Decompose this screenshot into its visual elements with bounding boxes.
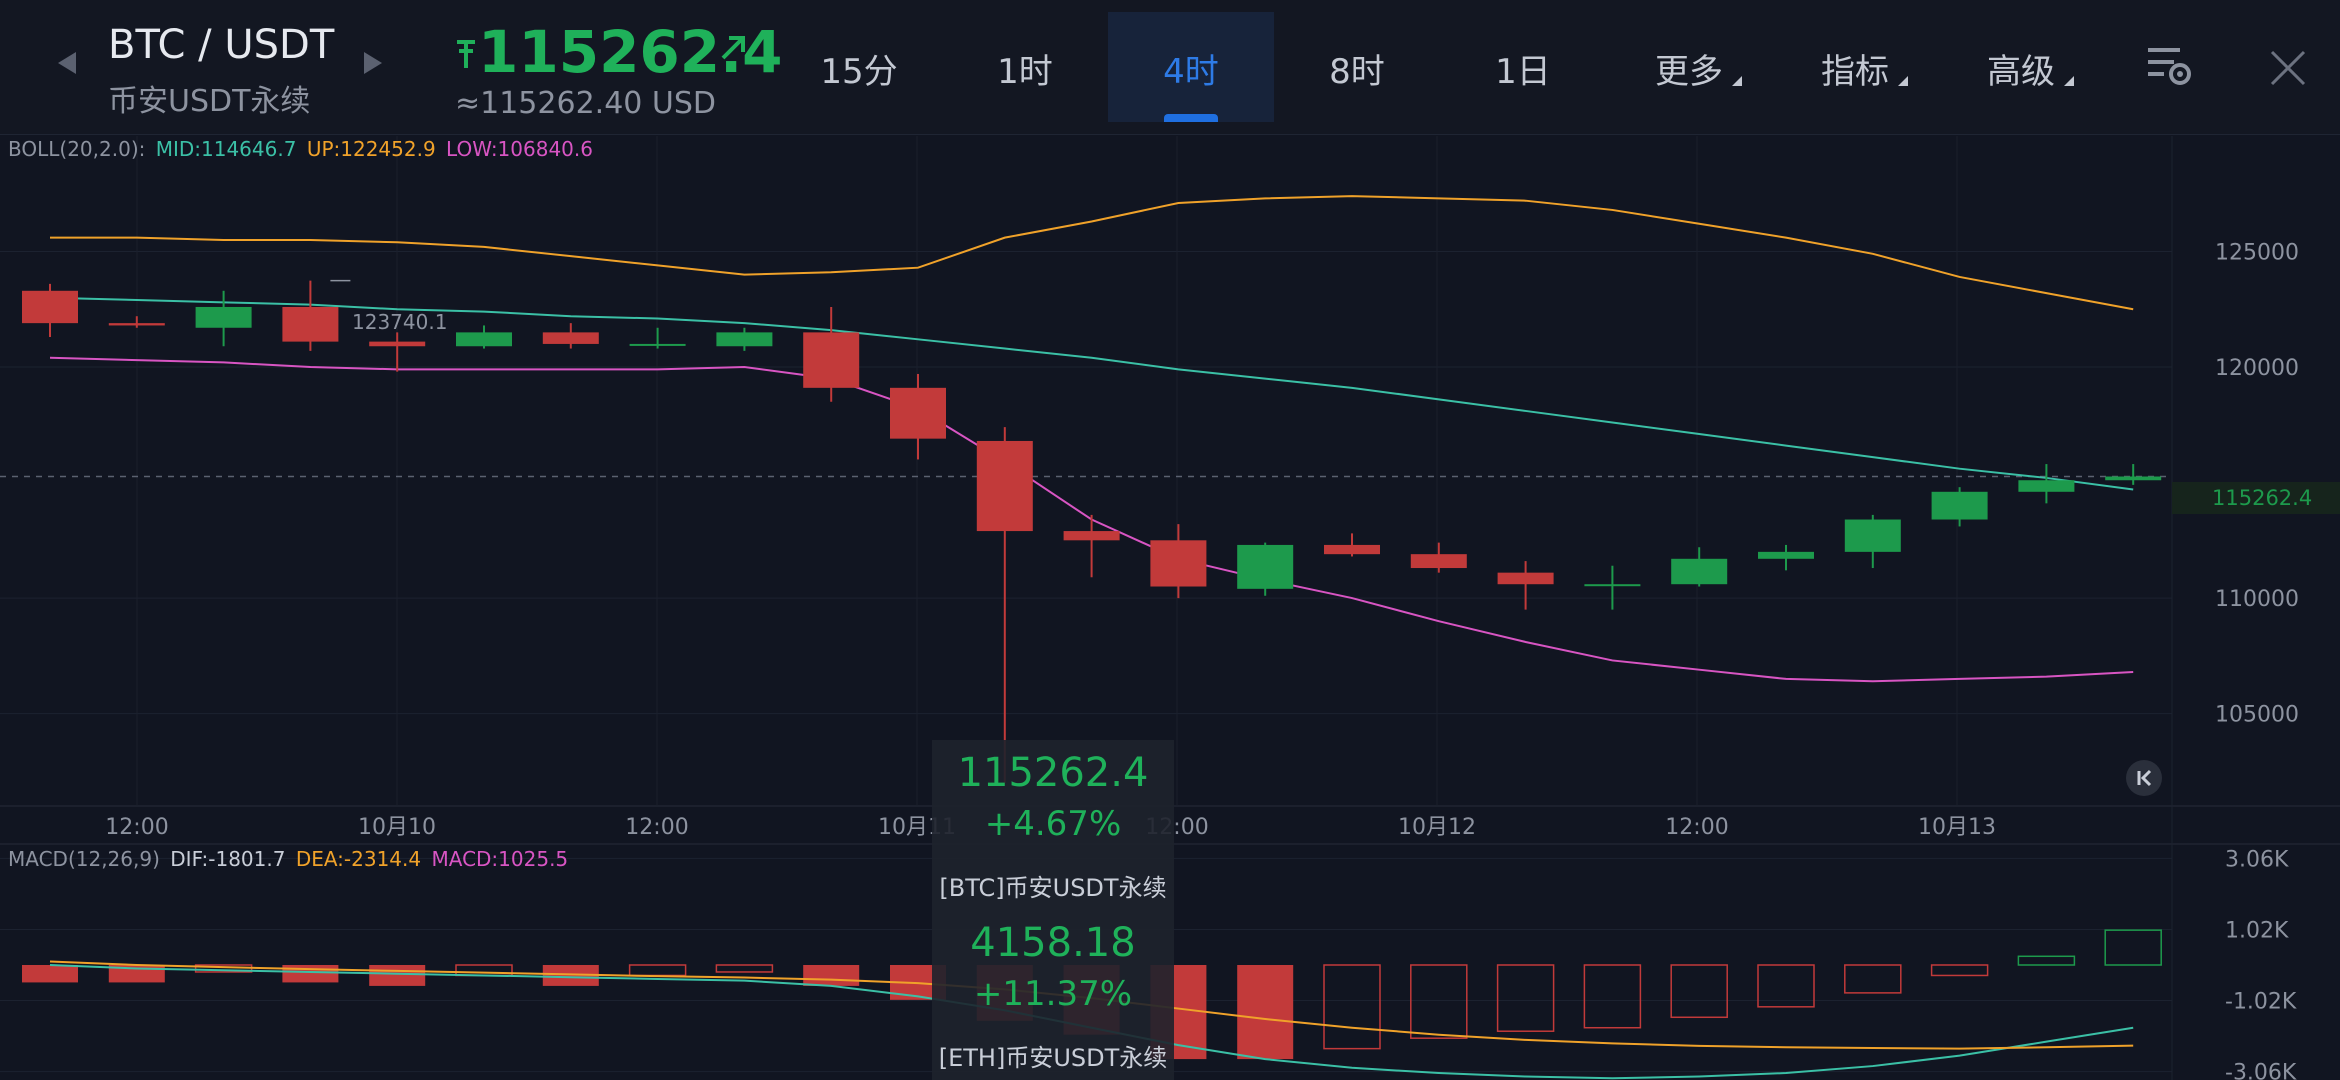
candle-body [890, 387, 946, 439]
candle-body [1758, 551, 1814, 559]
macd-histogram-bar [1670, 964, 1728, 1019]
price-tick-label: 120000 [2215, 356, 2299, 381]
scroll-to-latest-button[interactable] [2126, 760, 2162, 796]
tab-15m[interactable]: 15分 [820, 52, 898, 92]
macd-tick-label: 1.02K [2225, 918, 2289, 943]
tab-1h[interactable]: 1时 [997, 52, 1053, 92]
pair-title[interactable]: BTC / USDT [108, 22, 335, 68]
boll-legend: BOLL(20,2.0): MID:114646.7 UP:122452.9 L… [8, 137, 593, 161]
candle-body [1324, 544, 1380, 555]
macd-histogram-bar [542, 965, 599, 986]
macd-histogram-bar [1930, 964, 1989, 977]
candle-body [542, 332, 599, 344]
price-tick-label: 125000 [2215, 241, 2299, 266]
market-subtitle: 币安USDT永续 [108, 84, 311, 119]
candle-body [108, 323, 165, 326]
tab-4h[interactable]: 4时 [1163, 52, 1219, 92]
macd-histogram-bar [1323, 964, 1381, 1050]
next-pair-arrow-icon[interactable] [364, 52, 382, 74]
active-tab-highlight [1108, 12, 1274, 122]
last-price-tag: 115262.4 [2212, 486, 2312, 510]
macd-histogram-bar [2017, 955, 2076, 966]
header-bar: BTC / USDT 币安USDT永续 115262.4 ≈115262.40 … [0, 0, 2340, 135]
time-tick-label: 10月12 [1398, 815, 1476, 840]
tooltip-eth-change: +11.37% [973, 974, 1133, 1014]
macd-tick-label: 3.06K [2225, 847, 2289, 872]
more-dropdown-icon [1732, 76, 1742, 86]
last-price-tag-bg [2172, 482, 2340, 514]
time-tick-label: 10月13 [1918, 815, 1996, 840]
candle-body [1844, 519, 1901, 552]
candle-body [456, 332, 512, 347]
candle-body [1150, 540, 1207, 587]
time-tick-label: 10月10 [358, 815, 436, 840]
tab-indicators[interactable]: 指标 [1821, 52, 1889, 92]
tether-icon [457, 40, 475, 68]
macd-histogram-bar [715, 964, 774, 973]
macd-histogram-bar [282, 965, 339, 983]
candle-body [1063, 531, 1120, 541]
macd-histogram-bar [22, 965, 78, 983]
candle-body [1584, 584, 1641, 587]
macd-tick-label: -3.06K [2225, 1061, 2297, 1080]
candle-body [1497, 572, 1554, 585]
tab-1d[interactable]: 1日 [1495, 52, 1551, 92]
candle-body [282, 306, 339, 342]
tab-advanced[interactable]: 高级 [1987, 52, 2055, 92]
tooltip-btc-name: [BTC]币安USDT永续 [939, 874, 1167, 902]
tooltip-btc-price: 115262.4 [957, 750, 1149, 796]
macd-tick-label: -1.02K [2225, 990, 2297, 1015]
candle-body [369, 341, 426, 347]
previous-pair-arrow-icon[interactable] [58, 52, 76, 74]
scroll-to-latest-icon [2137, 769, 2152, 787]
macd-legend: MACD(12,26,9) DIF:-1801.7 DEA:-2314.4 MA… [8, 847, 568, 871]
time-tick-label: 12:00 [1665, 815, 1728, 840]
advanced-dropdown-icon [2064, 76, 2074, 86]
tab-8h[interactable]: 8时 [1329, 52, 1385, 92]
close-icon[interactable] [2268, 48, 2308, 88]
price-tick-label: 110000 [2215, 587, 2299, 612]
candle-body [2018, 480, 2075, 492]
boll-mid-line [49, 296, 2134, 491]
macd-histogram-bar [1844, 964, 1902, 994]
up-trend-arrow-icon [721, 36, 745, 60]
tooltip-eth-name: [ETH]币安USDT永续 [938, 1044, 1168, 1072]
chart-settings-icon[interactable] [2146, 46, 2196, 90]
price-tick-label: 105000 [2215, 703, 2299, 728]
indicators-dropdown-icon [1898, 76, 1908, 86]
candle-body [2105, 476, 2162, 481]
tab-more[interactable]: 更多 [1655, 52, 1723, 92]
candlesticks [22, 280, 2162, 783]
macd-histogram-bar [1237, 965, 1294, 1060]
candle-body [1410, 554, 1467, 569]
candle-body [976, 440, 1033, 532]
macd-histogram-bar [2104, 929, 2162, 966]
high-price-marker: 123740.1 [352, 310, 447, 334]
macd-histogram-bar [803, 965, 860, 986]
macd-histogram-bar [1583, 964, 1642, 1029]
candle-body [1931, 491, 1988, 520]
compare-tooltip: 115262.4 +4.67% [BTC]币安USDT永续 4158.18 +1… [932, 740, 1174, 1080]
candle-body [629, 343, 686, 346]
candle-body [195, 306, 252, 328]
macd-histogram-bar [1410, 964, 1468, 1039]
tooltip-btc-change: +4.67% [984, 804, 1122, 844]
candle-body [716, 332, 773, 347]
boll-upper-line [50, 195, 2134, 311]
candle-body [22, 290, 78, 324]
macd-histogram-bar [1757, 964, 1815, 1008]
price-usd: ≈115262.40 USD [455, 86, 717, 121]
candle-body [1237, 544, 1294, 589]
candle-body [1671, 558, 1728, 585]
macd-histogram-bar [369, 965, 426, 986]
tooltip-eth-price: 4158.18 [970, 920, 1136, 966]
time-tick-label: 12:00 [105, 815, 168, 840]
candle-body [803, 332, 860, 388]
macd-histogram-bar [1496, 964, 1555, 1032]
active-tab-underline [1164, 114, 1218, 122]
time-tick-label: 12:00 [625, 815, 688, 840]
